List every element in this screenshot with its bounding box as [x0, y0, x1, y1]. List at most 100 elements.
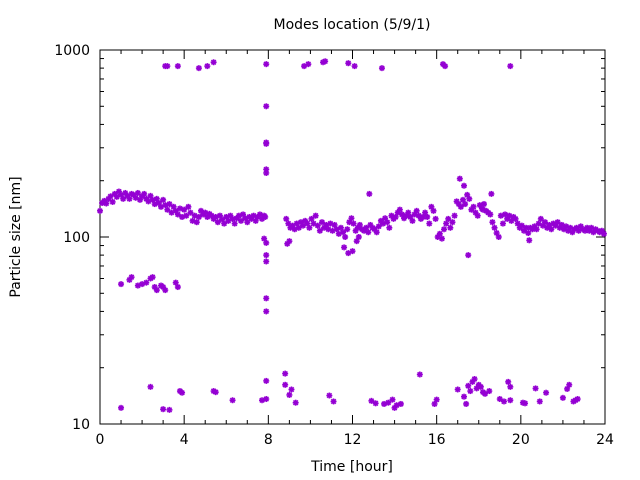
- data-point: [449, 219, 456, 226]
- data-point: [389, 396, 396, 403]
- data-point: [461, 393, 468, 400]
- data-point: [419, 213, 426, 220]
- data-point: [542, 219, 549, 226]
- data-point: [160, 406, 167, 413]
- data-point: [308, 215, 315, 222]
- data-point: [349, 248, 356, 255]
- data-point: [166, 201, 173, 208]
- data-point: [120, 195, 127, 202]
- data-point: [353, 238, 360, 245]
- data-point: [292, 399, 299, 406]
- data-point: [441, 226, 448, 233]
- data-point: [526, 237, 533, 244]
- data-point: [413, 207, 420, 214]
- data-point: [463, 400, 470, 407]
- data-point: [600, 230, 607, 237]
- data-point: [340, 229, 347, 236]
- data-point: [305, 61, 312, 68]
- data-point: [134, 189, 141, 196]
- data-point: [284, 240, 291, 247]
- data-point: [282, 370, 289, 377]
- axis-ticks: [99, 49, 606, 425]
- data-point: [385, 399, 392, 406]
- x-tick-label: 4: [180, 432, 189, 448]
- data-point: [451, 212, 458, 219]
- data-point: [424, 213, 431, 220]
- data-point: [445, 215, 452, 222]
- data-point: [432, 215, 439, 222]
- data-point: [118, 281, 125, 288]
- data-point: [153, 287, 160, 294]
- data-point: [533, 226, 540, 233]
- data-point: [481, 201, 488, 208]
- data-point: [486, 388, 493, 395]
- data-point: [263, 239, 270, 246]
- data-point: [229, 215, 236, 222]
- data-point: [430, 207, 437, 214]
- data-point: [447, 224, 454, 231]
- data-point: [128, 274, 135, 281]
- data-point: [214, 219, 221, 226]
- data-point: [337, 224, 344, 231]
- data-point: [378, 65, 385, 72]
- data-point: [479, 206, 486, 213]
- data-point: [195, 213, 202, 220]
- data-point: [195, 65, 202, 72]
- data-point: [263, 103, 270, 110]
- data-point: [109, 198, 116, 205]
- data-point: [391, 404, 398, 411]
- x-tick-label: 8: [264, 432, 273, 448]
- data-point: [187, 209, 194, 216]
- data-point: [465, 252, 472, 259]
- data-point: [559, 394, 566, 401]
- data-point: [174, 284, 181, 291]
- data-point: [204, 63, 211, 70]
- data-point: [384, 219, 391, 226]
- data-point: [472, 209, 479, 216]
- data-point: [166, 406, 173, 413]
- data-point: [363, 224, 370, 231]
- data-point: [409, 217, 416, 224]
- data-point: [474, 212, 481, 219]
- data-point: [456, 175, 463, 182]
- data-point: [263, 61, 270, 68]
- data-point: [375, 223, 382, 230]
- data-point: [162, 287, 169, 294]
- data-point: [314, 222, 321, 229]
- data-point: [164, 63, 171, 70]
- data-point: [174, 211, 181, 218]
- data-point: [397, 400, 404, 407]
- data-point: [373, 229, 380, 236]
- data-point: [174, 63, 181, 70]
- data-point: [345, 60, 352, 67]
- data-point: [426, 220, 433, 227]
- data-point: [160, 196, 167, 203]
- data-point: [344, 226, 351, 233]
- data-point: [181, 206, 188, 213]
- data-point: [210, 59, 217, 66]
- data-point: [507, 397, 514, 404]
- data-point: [143, 279, 150, 286]
- data-point: [512, 215, 519, 222]
- data-point: [482, 390, 489, 397]
- data-point: [283, 215, 290, 222]
- data-point: [322, 58, 329, 65]
- data-point: [457, 203, 464, 210]
- data-point: [263, 396, 270, 403]
- data-point: [433, 396, 440, 403]
- data-point: [237, 217, 244, 224]
- data-point: [507, 63, 514, 70]
- data-point: [262, 213, 269, 220]
- data-point: [461, 182, 468, 189]
- data-point: [496, 396, 503, 403]
- data-point: [97, 207, 103, 214]
- x-tick-label: 12: [344, 432, 362, 448]
- data-point: [318, 219, 325, 226]
- data-point: [499, 220, 506, 227]
- data-point: [118, 404, 125, 411]
- data-point: [436, 230, 443, 237]
- x-tick-label: 0: [96, 432, 105, 448]
- data-point: [193, 219, 200, 226]
- y-tick-label: 1000: [54, 43, 90, 59]
